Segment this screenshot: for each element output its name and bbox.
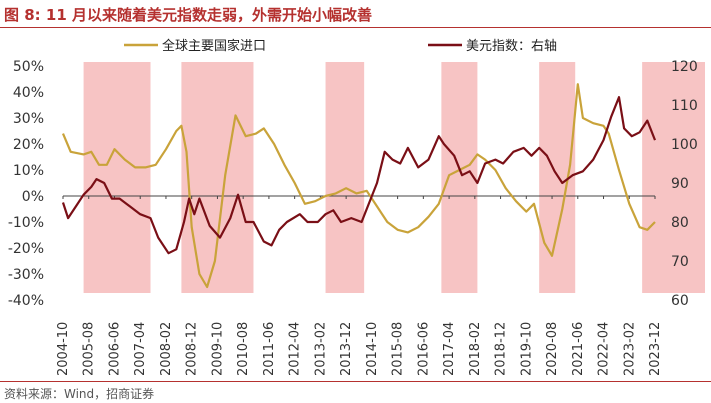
x-tick-label: 2023-02 bbox=[622, 322, 637, 376]
x-tick-label: 2015-08 bbox=[391, 322, 406, 376]
x-tick-label: 2019-10 bbox=[519, 322, 534, 376]
x-tick-label: 2018-02 bbox=[468, 322, 483, 376]
shaded-period-1 bbox=[83, 62, 151, 293]
x-tick-label: 2018-12 bbox=[494, 322, 509, 376]
x-tick-label: 2016-06 bbox=[416, 322, 431, 376]
x-tick-label: 2010-08 bbox=[236, 322, 251, 376]
y-right-tick-label: 60 bbox=[671, 293, 689, 309]
x-tick-label: 2007-04 bbox=[133, 322, 148, 376]
legend: 全球主要国家进口 美元指数：右轴 bbox=[124, 38, 557, 54]
y-right-tick-label: 70 bbox=[671, 254, 689, 270]
x-tick-label: 2012-04 bbox=[288, 322, 303, 376]
y-left-tick-label: 30% bbox=[13, 111, 44, 127]
x-tick-label: 2023-12 bbox=[648, 322, 663, 376]
x-tick-label: 2020-08 bbox=[545, 322, 560, 376]
series-lines bbox=[61, 83, 657, 289]
x-tick-label: 2009-10 bbox=[210, 322, 225, 376]
axes: 50% 40% 30% 20% 10% 0% -10% -20% -30% -40% 120 110 1… bbox=[8, 59, 698, 376]
x-tick-label: 2005-08 bbox=[82, 322, 97, 376]
y-right-tick-label: 100 bbox=[671, 137, 698, 153]
title-bar: 图 8: 11 月以来随着美元指数走弱，外需开始小幅改善 bbox=[0, 0, 711, 28]
series-line-global-imports bbox=[61, 83, 656, 289]
title-divider bbox=[0, 27, 711, 28]
y-left-tick-label: 10% bbox=[13, 163, 44, 179]
chart-svg: 50% 40% 30% 20% 10% 0% -10% -20% -30% -40% 120 110 1… bbox=[8, 38, 705, 376]
x-tick-label: 2021-06 bbox=[571, 322, 586, 376]
legend-label: 全球主要国家进口 bbox=[162, 38, 266, 54]
y-right-tick-label: 110 bbox=[671, 98, 698, 114]
footer-divider bbox=[0, 381, 711, 382]
y-right-tick-label: 120 bbox=[671, 59, 698, 75]
x-tick-label: 2004-10 bbox=[56, 322, 71, 376]
shaded-period-4 bbox=[441, 62, 478, 293]
shaded-period-3 bbox=[325, 62, 365, 293]
source-note: 资料来源：Wind，招商证券 bbox=[4, 387, 155, 401]
x-tick-label: 2008-02 bbox=[159, 322, 174, 376]
x-tick-label: 2013-02 bbox=[313, 322, 328, 376]
y-right-tick-label: 90 bbox=[671, 176, 689, 192]
shaded-periods bbox=[83, 62, 705, 293]
y-left-tick-label: 0% bbox=[22, 189, 44, 205]
y-left-tick-label: -30% bbox=[8, 267, 44, 283]
x-tick-label: 2008-12 bbox=[185, 322, 200, 376]
legend-label: 美元指数：右轴 bbox=[466, 39, 557, 54]
y-left-tick-label: 50% bbox=[13, 59, 44, 75]
x-tick-label: 2022-04 bbox=[597, 322, 612, 376]
y-left-tick-label: 20% bbox=[13, 137, 44, 153]
y-right-tick-label: 80 bbox=[671, 215, 689, 231]
shaded-period-2 bbox=[181, 62, 254, 293]
shaded-period-6 bbox=[642, 62, 705, 293]
y-left-tick-label: -10% bbox=[8, 215, 44, 231]
chart-title: 图 8: 11 月以来随着美元指数走弱，外需开始小幅改善 bbox=[4, 6, 372, 24]
x-tick-label: 2011-06 bbox=[262, 322, 277, 376]
x-tick-label: 2006-06 bbox=[107, 322, 122, 376]
y-left-tick-label: 40% bbox=[13, 85, 44, 101]
x-tick-label: 2017-04 bbox=[442, 322, 457, 376]
series-line-dollar-index bbox=[61, 96, 657, 255]
x-tick-label: 2013-12 bbox=[339, 322, 354, 376]
y-left-tick-label: -20% bbox=[8, 241, 44, 257]
x-tick-label: 2014-10 bbox=[365, 322, 380, 376]
y-left-tick-label: -40% bbox=[8, 293, 44, 309]
